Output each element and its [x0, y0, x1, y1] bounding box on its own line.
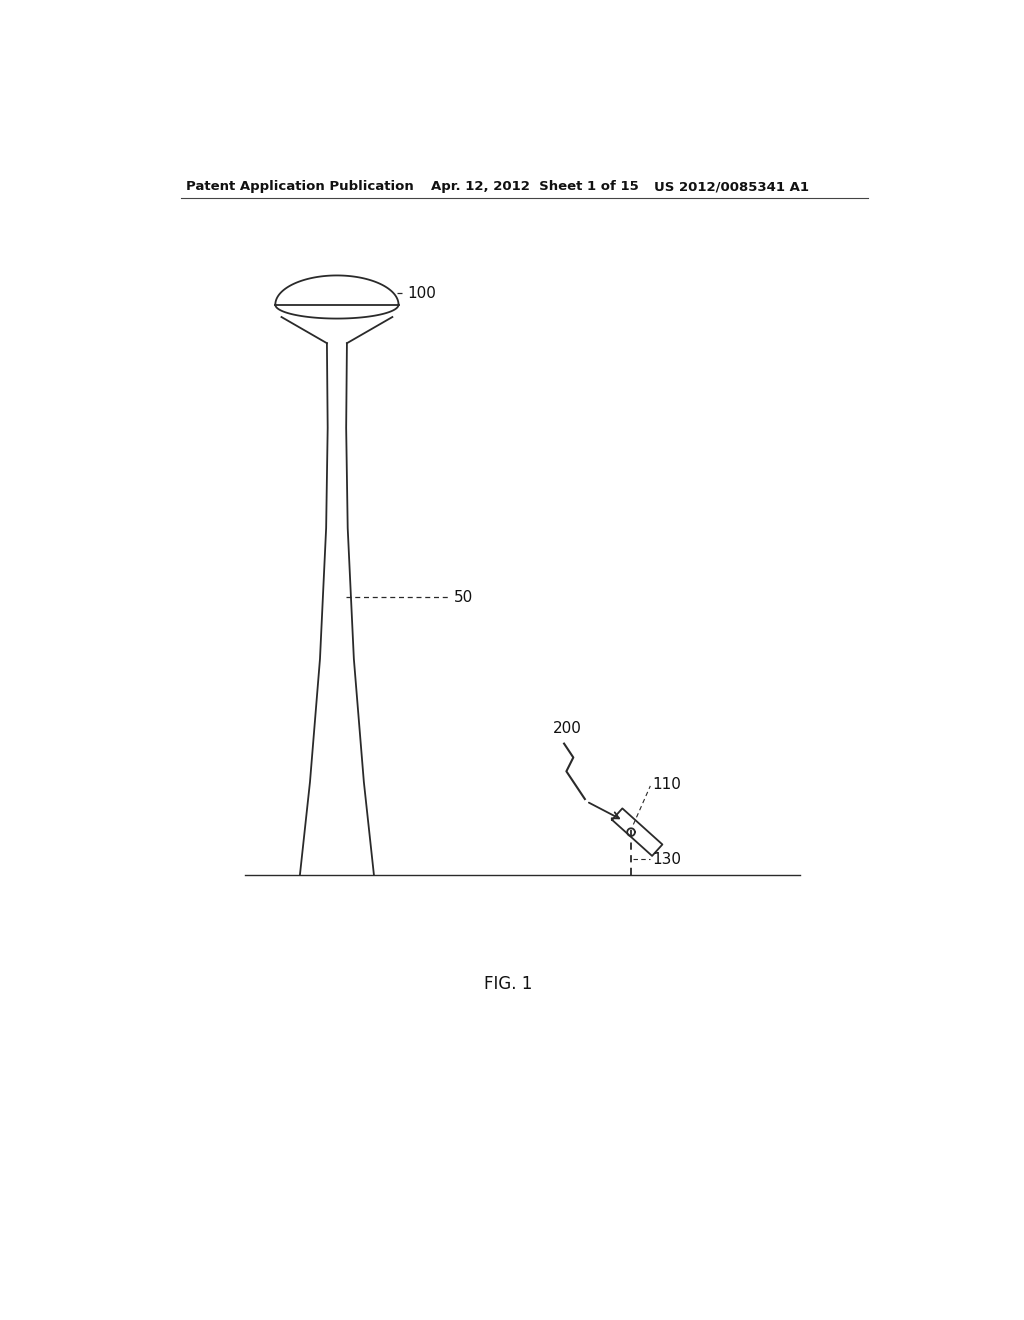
- Text: Patent Application Publication: Patent Application Publication: [186, 181, 414, 194]
- Text: US 2012/0085341 A1: US 2012/0085341 A1: [654, 181, 809, 194]
- Text: 200: 200: [553, 721, 582, 735]
- Text: 50: 50: [454, 590, 473, 605]
- Text: 130: 130: [652, 851, 682, 867]
- Text: FIG. 1: FIG. 1: [483, 975, 532, 993]
- Text: Apr. 12, 2012  Sheet 1 of 15: Apr. 12, 2012 Sheet 1 of 15: [431, 181, 639, 194]
- Text: 100: 100: [408, 285, 436, 301]
- Text: 110: 110: [652, 777, 682, 792]
